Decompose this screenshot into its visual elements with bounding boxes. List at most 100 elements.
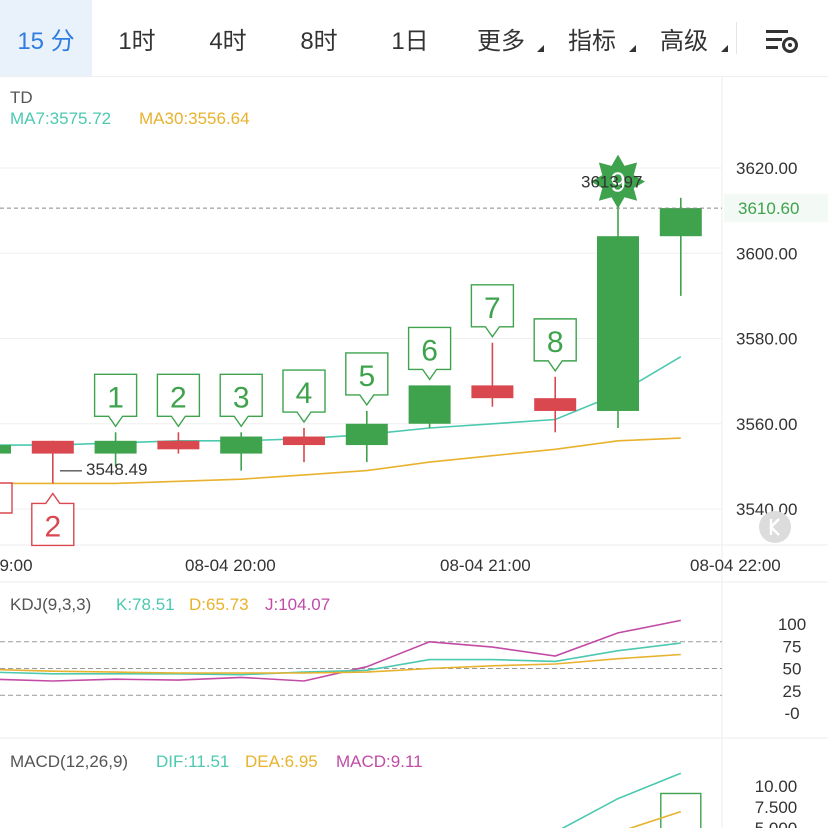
time-axis-ticks: 19:00 08-04 20:00 08-04 21:00 08-04 22:00 <box>0 556 781 575</box>
last-price-value: 3610.60 <box>738 199 799 218</box>
kdj-tick-label: 25 <box>783 682 802 701</box>
td-count-label: 3 <box>233 381 250 414</box>
ma30-line <box>0 437 681 485</box>
price-tick-label: 3600.00 <box>736 244 797 263</box>
candles <box>0 193 702 484</box>
tab-label: 高级 <box>660 27 708 55</box>
time-tick-label: 19:00 <box>0 556 33 575</box>
candle-body <box>220 436 263 454</box>
td-count-label: 8 <box>547 326 564 359</box>
tab-15m[interactable]: 15 分 <box>0 0 92 76</box>
macd-histogram <box>660 792 702 828</box>
tab-label: 1时 <box>118 27 156 55</box>
td-count-callout <box>219 373 263 428</box>
tab-8h[interactable]: 8时 <box>274 0 364 76</box>
scroll-button-bg <box>759 511 791 543</box>
kdj-title: KDJ(9,3,3) <box>10 595 91 614</box>
tab-1h[interactable]: 1时 <box>92 0 182 76</box>
macd-histogram-bar <box>660 792 702 828</box>
ma7-legend: MA7:3575.72 <box>10 109 111 128</box>
price-tick-label: 3580.00 <box>736 330 797 349</box>
tab-indicators[interactable]: 指标 <box>546 0 638 76</box>
kdj-k-legend: K:78.51 <box>116 595 175 614</box>
macd-tick-label: 5.000 <box>755 819 798 828</box>
td-count-label: 9 <box>610 167 626 198</box>
tab-label: 15 分 <box>17 27 75 55</box>
td-sequential-markers: 1 2 3 4 5 6 7 8 9 2 <box>0 154 645 547</box>
td-nine-star-icon <box>591 154 645 209</box>
tab-label: 1日 <box>391 27 429 55</box>
kdj-k-line <box>0 642 681 676</box>
ma30-legend: MA30:3556.64 <box>139 109 250 128</box>
dropdown-caret-icon <box>629 45 636 52</box>
td-count-callout <box>345 352 389 407</box>
td-count-callout <box>533 318 577 373</box>
kdj-tick-label: -0 <box>784 704 799 723</box>
candle-body <box>157 440 200 450</box>
scroll-to-latest-button[interactable] <box>759 511 791 543</box>
td-count-callout <box>93 373 138 428</box>
tab-1d[interactable]: 1日 <box>364 0 456 76</box>
macd-dif-legend: DIF:11.51 <box>156 752 229 771</box>
macd-axis-ticks: 10.00 7.500 5.000 <box>755 777 798 828</box>
tab-label: 8时 <box>300 27 338 55</box>
macd-dif-line <box>561 772 682 828</box>
candle-body <box>408 385 451 424</box>
td-count-label: 5 <box>358 360 375 393</box>
candle-body <box>471 385 514 399</box>
candle-body <box>534 398 577 411</box>
td-count-label: 6 <box>421 334 438 367</box>
time-tick-label: 08-04 20:00 <box>185 556 276 575</box>
kdj-d-legend: D:65.73 <box>189 595 249 614</box>
time-tick-label: 08-04 22:00 <box>690 556 781 575</box>
kdj-tick-label: 50 <box>783 660 802 679</box>
price-tick-label: 3560.00 <box>736 415 797 434</box>
kdj-tick-label: 100 <box>778 615 806 634</box>
double-chevron-left-icon <box>769 518 780 536</box>
macd-value-legend: MACD:9.11 <box>336 752 423 771</box>
kdj-d-line <box>0 653 681 674</box>
dropdown-caret-icon <box>721 45 728 52</box>
td-sell-callout-partial <box>0 482 13 514</box>
tab-label: 4时 <box>209 27 247 55</box>
td-count-label: 7 <box>484 292 501 325</box>
macd-tick-label: 7.500 <box>755 798 798 817</box>
high-price-label: 3613.97 <box>581 173 642 192</box>
kdj-tick-label: 75 <box>783 637 802 656</box>
kdj-axis-ticks: 100 75 50 25 -0 <box>778 615 806 723</box>
candle-body <box>597 236 639 411</box>
dropdown-caret-icon <box>537 45 544 52</box>
tab-label: 更多 <box>477 27 525 55</box>
td-count-callout <box>156 373 201 428</box>
timeframe-tab-bar: 15 分 1时 4时 8时 1日 更多 指标 高级 <box>0 0 828 77</box>
candle-body <box>345 423 388 446</box>
td-sell-count-label: 2 <box>44 510 61 543</box>
low-price-label: 3548.49 <box>86 460 147 479</box>
tab-label: 指标 <box>568 27 616 55</box>
kdj-j-legend: J:104.07 <box>265 595 330 614</box>
td-count-label: 2 <box>170 381 187 414</box>
tab-4h[interactable]: 4时 <box>182 0 274 76</box>
td-count-callout <box>282 369 326 424</box>
time-tick-label: 08-04 21:00 <box>440 556 531 575</box>
td-count-callout <box>407 326 452 381</box>
td-sell-callout <box>31 492 75 547</box>
candle-body <box>94 440 137 454</box>
indicator-label: TD <box>10 88 33 107</box>
tab-advanced[interactable]: 高级 <box>638 0 730 76</box>
chart-settings-icon[interactable] <box>764 26 800 54</box>
tab-more[interactable]: 更多 <box>456 0 546 76</box>
macd-title: MACD(12,26,9) <box>10 752 128 771</box>
candle-body <box>659 208 702 237</box>
candle-body <box>283 436 325 446</box>
macd-tick-label: 10.00 <box>755 777 798 796</box>
tab-divider <box>736 22 737 54</box>
candle-body <box>0 445 11 454</box>
td-count-label: 4 <box>296 377 313 410</box>
td-count-callout <box>470 284 515 338</box>
macd-dea-legend: DEA:6.95 <box>245 752 318 771</box>
last-price-badge <box>724 194 828 223</box>
price-tick-label: 3620.00 <box>736 159 797 178</box>
